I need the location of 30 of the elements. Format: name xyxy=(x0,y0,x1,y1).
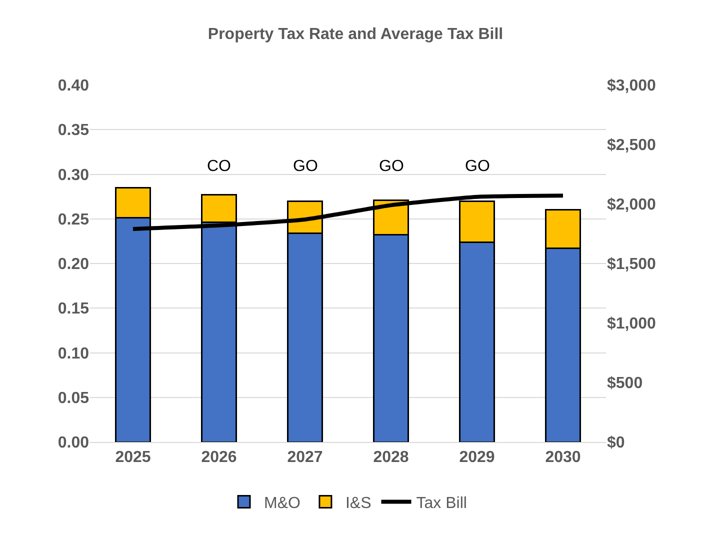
x-tick-label: 2025 xyxy=(115,449,151,466)
y-tick-label: 0.15 xyxy=(58,300,90,318)
x-tick-label: 2029 xyxy=(459,449,495,466)
y2-tick-label: $500 xyxy=(607,375,643,392)
annotation: GO xyxy=(465,158,490,175)
y2-tick-label: $1,500 xyxy=(607,256,656,274)
x-tick-label: 2030 xyxy=(545,449,581,466)
chart-title: Property Tax Rate and Average Tax Bill xyxy=(208,26,504,43)
legend-label: M&O xyxy=(264,494,300,512)
y-tick-label: 0.00 xyxy=(58,434,90,452)
y-tick-label: 0.35 xyxy=(58,122,90,140)
y-tick-label: 0.05 xyxy=(58,390,90,407)
y-tick-label: 0.30 xyxy=(58,166,90,184)
y-tick-label: 0.20 xyxy=(58,256,90,274)
y-tick-label: 0.10 xyxy=(58,345,90,362)
annotation: CO xyxy=(207,158,231,175)
y2-tick-label: $2,500 xyxy=(607,137,656,154)
y-tick-label: 0.40 xyxy=(58,78,90,95)
annotation: GO xyxy=(293,158,318,175)
legend-label: I&S xyxy=(345,494,372,512)
y-tick-label: 0.25 xyxy=(58,211,90,228)
x-tick-label: 2027 xyxy=(287,449,323,466)
legend-label: Tax Bill xyxy=(416,494,467,512)
y2-tick-label: $0 xyxy=(607,434,625,452)
y2-tick-label: $2,000 xyxy=(607,196,656,214)
y2-tick-label: $1,000 xyxy=(607,316,656,333)
x-tick-label: 2028 xyxy=(373,449,409,466)
y2-tick-label: $3,000 xyxy=(607,78,656,95)
annotation: GO xyxy=(379,158,404,175)
x-tick-label: 2026 xyxy=(201,449,237,466)
